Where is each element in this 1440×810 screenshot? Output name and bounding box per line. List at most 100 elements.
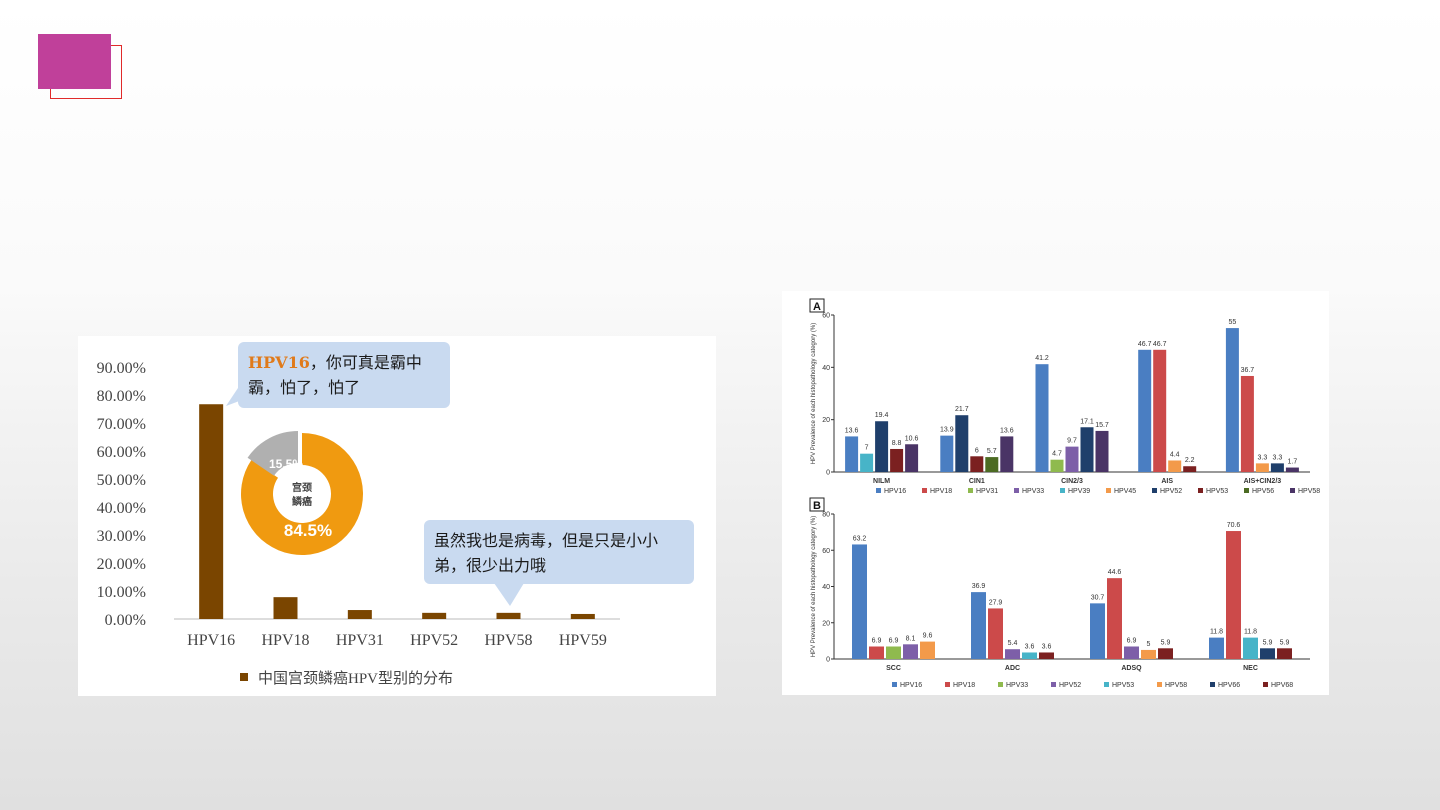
bar-hpv52-adc	[1005, 649, 1020, 659]
data-label: 15.7	[1095, 422, 1109, 429]
data-label: 3.6	[1025, 643, 1035, 650]
panel-label: A	[813, 301, 821, 313]
bar-hpv18-aiscin23	[1240, 375, 1254, 472]
bar-hpv53-ais	[1183, 466, 1197, 472]
data-label: 63.2	[853, 535, 867, 542]
bar-hpv45-ais	[1168, 460, 1182, 472]
legend-label: HPV52	[1160, 488, 1182, 495]
data-label: 21.7	[955, 406, 969, 413]
bar-hpv16-cin1	[940, 435, 954, 472]
bar-hpv18-adc	[988, 608, 1003, 659]
legend-label: HPV16	[884, 488, 906, 495]
bar-hpv53-nec	[1243, 637, 1258, 659]
bar-hpv31-cin23	[1050, 459, 1064, 472]
legend-swatch	[1290, 488, 1295, 493]
y-tick-label: 50.00%	[97, 472, 146, 489]
bar-hpv16-adc	[971, 592, 986, 659]
category-label: AIS	[1161, 478, 1173, 485]
legend-label: HPV33	[1006, 682, 1028, 689]
bar-hpv18-nec	[1226, 531, 1241, 659]
bar-hpv31	[347, 610, 372, 619]
data-label: 11.8	[1210, 629, 1223, 636]
bar-hpv66-nec	[1260, 648, 1275, 659]
x-tick-label: HPV59	[559, 632, 607, 649]
legend-swatch	[1104, 682, 1109, 687]
bar-hpv59	[570, 613, 595, 619]
category-label: AIS+CIN2/3	[1244, 478, 1282, 485]
bar-hpv58-cin1	[1000, 436, 1014, 472]
data-label: 4.4	[1170, 451, 1180, 458]
bubble2-tail	[494, 583, 524, 606]
legend-swatch	[922, 488, 927, 493]
bar-hpv52-cin23	[1080, 427, 1094, 472]
data-label: 1.7	[1288, 459, 1298, 466]
data-label: 5.4	[1008, 640, 1018, 647]
data-label: 55	[1229, 319, 1237, 326]
bar-hpv53-adc	[1022, 652, 1037, 659]
legend-swatch	[1198, 488, 1203, 493]
donut-center-line2: 鳞癌	[292, 495, 312, 508]
legend-swatch	[968, 488, 973, 493]
bar-hpv58-cin23	[1095, 430, 1109, 472]
data-label: 9.6	[923, 633, 933, 640]
decoration-magenta-square	[38, 34, 111, 89]
data-label: 8.1	[906, 635, 916, 642]
donut-slice-other	[247, 431, 298, 476]
data-label: 5.7	[987, 448, 997, 455]
data-label: 30.7	[1091, 594, 1105, 601]
donut-small-label: 15.5%	[269, 457, 303, 471]
legend-label: HPV58	[1165, 682, 1187, 689]
data-label: 2.2	[1185, 457, 1195, 464]
category-label: NEC	[1243, 665, 1258, 672]
data-label: 70.6	[1227, 522, 1241, 529]
bar-hpv18-scc	[869, 646, 884, 659]
bar-hpv52-aiscin23	[1270, 463, 1284, 472]
y-tick-label: 70.00%	[97, 416, 146, 433]
y-tick-label: 0	[826, 470, 830, 477]
bar-hpv16	[199, 404, 224, 619]
category-label: ADC	[1005, 665, 1020, 672]
legend-swatch	[1157, 682, 1162, 687]
data-label: 3.3	[1258, 454, 1268, 461]
bubble2-text: 虽然我也是病毒，但是只是小小弟，很少出力哦	[434, 531, 659, 575]
bar-hpv52-cin1	[955, 415, 969, 472]
data-label: 5	[1147, 641, 1151, 648]
bar-hpv58-aiscin23	[1285, 467, 1299, 472]
bar-hpv52	[422, 612, 447, 619]
legend-swatch	[1263, 682, 1268, 687]
small-virus-speech-bubble: 虽然我也是病毒，但是只是小小弟，很少出力哦	[424, 520, 694, 584]
legend-swatch	[1014, 488, 1019, 493]
histopathology-hpv-panel: A 0 20 40 60 HPV Prevalence of each histopath…	[782, 291, 1329, 695]
data-label: 11.8	[1244, 629, 1257, 636]
data-label: 7	[865, 445, 869, 452]
bar-hpv16-adsq	[1090, 603, 1105, 659]
category-label: CIN1	[969, 478, 985, 485]
bar-hpv45-aiscin23	[1255, 463, 1269, 472]
category-label: SCC	[886, 665, 901, 672]
bar-hpv68-nec	[1277, 648, 1292, 659]
y-tick-label: 60	[822, 313, 830, 320]
china-hpv-distribution-panel: 0.00% 10.00% 20.00% 30.00% 40.00% 50.00% 60.00…	[78, 336, 716, 696]
legend-swatch	[876, 488, 881, 493]
y-tick-label: 40	[822, 365, 830, 372]
data-label: 3.6	[1042, 643, 1052, 650]
bar-hpv56-cin1	[985, 457, 999, 472]
y-tick-label: 80.00%	[97, 388, 146, 405]
bar-hpv16-ais	[1138, 349, 1152, 472]
y-tick-label: 80	[822, 512, 830, 519]
y-tick-label: 20.00%	[97, 556, 146, 573]
y-tick-label: 30.00%	[97, 528, 146, 545]
legend-swatch	[945, 682, 950, 687]
bar-hpv18-adsq	[1107, 578, 1122, 659]
legend-swatch	[998, 682, 1003, 687]
bar-hpv16-aiscin23	[1225, 328, 1239, 472]
data-label: 44.6	[1108, 569, 1122, 576]
data-label: 6.9	[1127, 637, 1137, 644]
legend-swatch	[1210, 682, 1215, 687]
hpv16-speech-bubble: HPV16，你可真是霸中霸，怕了，怕了	[238, 342, 450, 408]
data-label: 13.9	[940, 427, 954, 434]
data-label: 6.9	[889, 637, 899, 644]
legend-label: HPV18	[953, 682, 975, 689]
bar-hpv16-nilm	[845, 436, 859, 472]
